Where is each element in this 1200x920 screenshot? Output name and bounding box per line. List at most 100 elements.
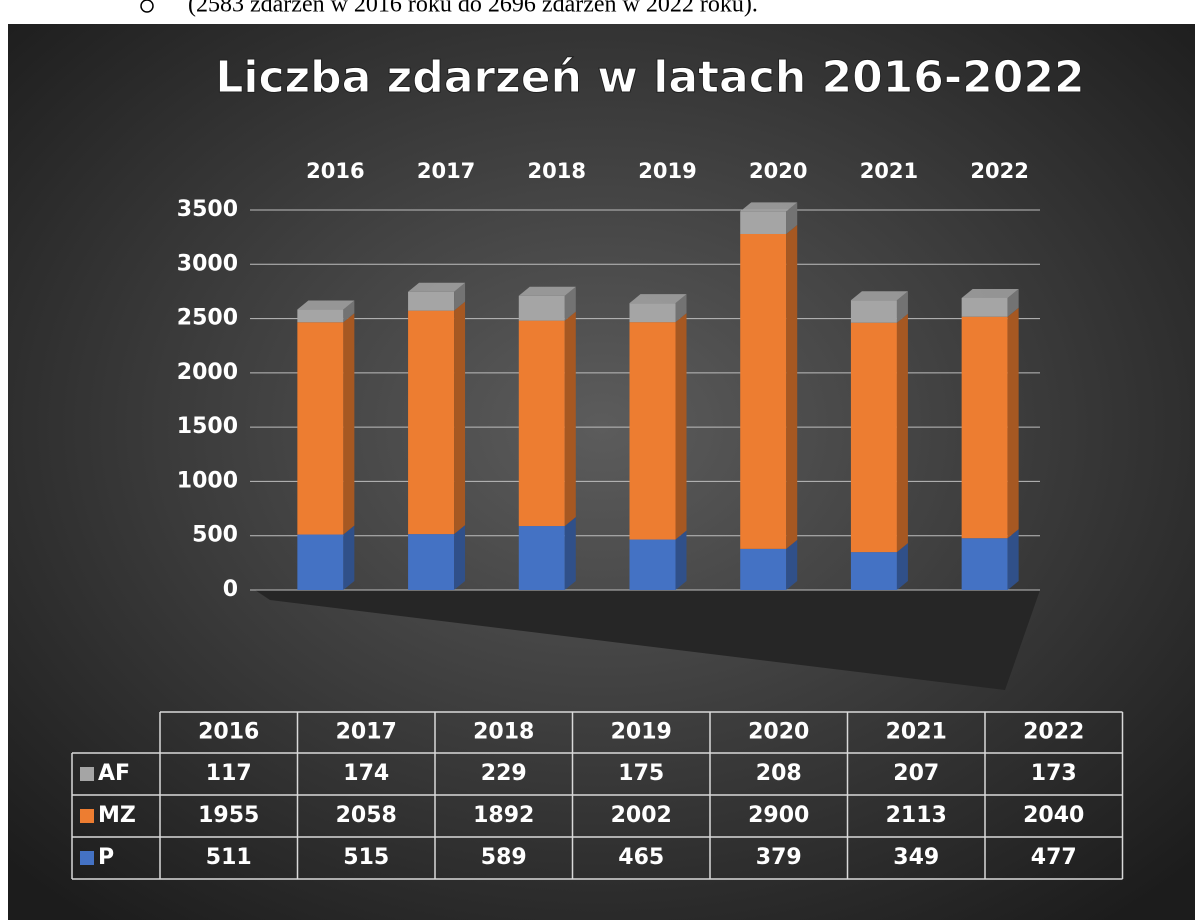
y-tick-label: 1500: [177, 414, 238, 439]
bar-segment: [629, 539, 676, 590]
bar-segment-side: [343, 300, 355, 323]
table-value: 2900: [748, 803, 809, 828]
chart-title: Liczba zdarzeń w latach 2016-2022: [215, 52, 1084, 103]
bar-segment-side: [675, 530, 687, 590]
bar-segment-side: [1007, 288, 1019, 317]
table-value: 2113: [886, 803, 947, 828]
bar-segment-side: [896, 543, 908, 590]
bar-segment: [850, 300, 897, 323]
bar-segment: [850, 552, 897, 590]
header-text: (2583 zdarzeń w 2016 roku do 2696 zdarze…: [188, 0, 758, 18]
bar-top: [961, 288, 1019, 298]
y-tick-label: 3500: [177, 197, 238, 222]
legend-swatch: [80, 809, 94, 823]
table-value: 1892: [473, 803, 534, 828]
legend-label: MZ: [98, 803, 136, 828]
table-value: 515: [343, 845, 389, 870]
bar-segment-side: [564, 517, 576, 590]
bar-segment: [408, 291, 455, 311]
table-header: 2017: [336, 720, 397, 745]
table-header: 2019: [611, 720, 672, 745]
table-header: 2018: [473, 720, 534, 745]
table-value: 229: [481, 761, 527, 786]
bar-segment: [518, 295, 565, 321]
bar-segment: [297, 309, 344, 323]
table-header: 2022: [1023, 720, 1084, 745]
bar-segment-side: [564, 311, 576, 527]
bullet: [140, 0, 154, 13]
table-header: 2016: [198, 720, 259, 745]
bar-segment: [629, 322, 676, 540]
bar-segment-side: [675, 294, 687, 323]
table-value: 174: [343, 761, 389, 786]
y-tick-label: 3000: [177, 251, 238, 276]
bar-segment-side: [564, 286, 576, 321]
x-tick-label: 2017: [417, 159, 475, 183]
x-tick-label: 2018: [528, 159, 586, 183]
bar-segment-side: [343, 313, 355, 535]
bar-segment-side: [675, 313, 687, 540]
bar-segment-side: [896, 313, 908, 553]
y-tick-label: 1000: [177, 468, 238, 493]
bar-segment-side: [786, 202, 798, 234]
y-tick-label: 0: [223, 577, 238, 602]
bar-segment: [961, 316, 1008, 539]
bar-segment: [297, 534, 344, 590]
bar-segment: [961, 538, 1008, 590]
x-tick-label: 2021: [860, 159, 918, 183]
table-value: 2058: [336, 803, 397, 828]
bar-top: [740, 202, 798, 212]
bar-segment-side: [896, 291, 908, 323]
table-value: 589: [481, 845, 527, 870]
bar-segment-side: [343, 525, 355, 590]
bar-top: [408, 282, 466, 292]
bar-top: [629, 294, 687, 304]
bar-segment: [740, 233, 787, 549]
bar-top: [518, 286, 576, 296]
bar-segment-side: [454, 301, 466, 535]
table-header: 2021: [886, 720, 947, 745]
table-value: 173: [1031, 761, 1077, 786]
y-tick-label: 500: [192, 523, 238, 548]
y-tick-label: 2000: [177, 360, 238, 385]
table-value: 175: [618, 761, 664, 786]
legend-label: AF: [98, 761, 130, 786]
bar-segment: [740, 211, 787, 234]
floor: [255, 590, 1040, 690]
bar-segment: [518, 526, 565, 590]
bar-segment: [961, 297, 1008, 317]
y-tick-label: 2500: [177, 306, 238, 331]
bar-segment: [850, 322, 897, 553]
bar-segment: [518, 320, 565, 527]
bar-segment-side: [786, 224, 798, 549]
table-value: 349: [893, 845, 939, 870]
bar-segment: [740, 548, 787, 590]
bar-segment-side: [786, 539, 798, 590]
table-value: 465: [618, 845, 664, 870]
table-value: 1955: [198, 803, 259, 828]
x-tick-label: 2020: [749, 159, 807, 183]
bar-segment: [408, 310, 455, 535]
bar-segment: [297, 322, 344, 535]
bar-segment-side: [1007, 307, 1019, 539]
table-header: 2020: [748, 720, 809, 745]
table-value: 477: [1031, 845, 1077, 870]
legend-label: P: [98, 845, 114, 870]
bar-segment-side: [454, 282, 466, 311]
bar-segment: [629, 303, 676, 323]
table-value: 511: [206, 845, 252, 870]
table-value: 2002: [611, 803, 672, 828]
table-value: 208: [756, 761, 802, 786]
bar-top: [850, 291, 908, 301]
table-value: 207: [893, 761, 939, 786]
table-value: 379: [756, 845, 802, 870]
x-tick-label: 2022: [970, 159, 1028, 183]
bar-segment-side: [454, 525, 466, 590]
legend-swatch: [80, 767, 94, 781]
x-tick-label: 2019: [638, 159, 696, 183]
bar-top: [297, 300, 355, 310]
table-value: 117: [206, 761, 252, 786]
bar-segment: [408, 534, 455, 590]
